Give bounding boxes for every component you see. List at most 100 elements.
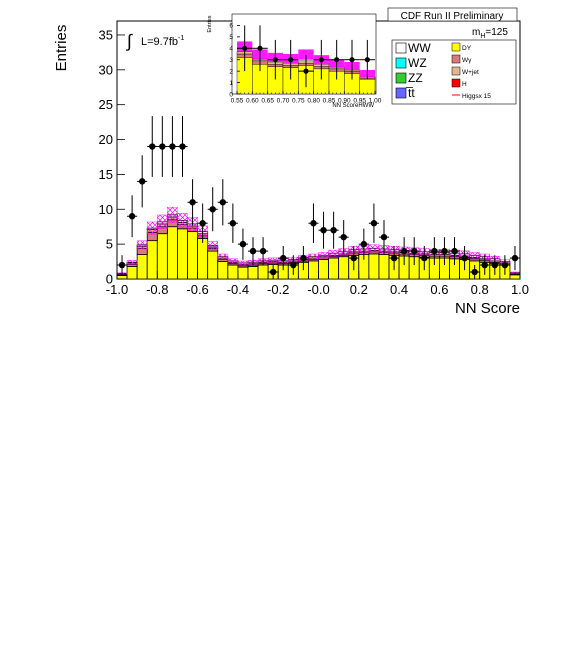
main-band-39 <box>509 271 521 274</box>
main-band-5 <box>167 206 178 223</box>
main-bar-DY-11 <box>227 264 239 280</box>
main-marker <box>290 261 297 269</box>
main-data-point <box>449 237 460 266</box>
main-data-point <box>429 237 440 266</box>
main-bar-DY-5 <box>166 226 178 280</box>
inset-data-point <box>252 25 268 72</box>
inset-marker <box>334 57 340 63</box>
legend-label: H <box>462 81 467 88</box>
inset-data-point <box>359 39 375 80</box>
main-data-point <box>187 179 198 226</box>
inset-data-point <box>329 39 345 80</box>
main-data-point <box>489 255 500 275</box>
inset-axes: 0.55 0.60 0.65 0.70 0.75 0.80 0.85 0.90 0.95 1.00… <box>229 23 381 105</box>
inset-data-point <box>298 54 314 88</box>
main-data-point <box>459 246 470 271</box>
main-band-9 <box>207 241 218 250</box>
main-bar-DY-10 <box>217 261 229 280</box>
main-x-tick-label: 1.0 <box>511 282 529 297</box>
main-data-point <box>117 255 128 275</box>
main-bar-Wγ-2 <box>136 247 148 255</box>
inset-y-tick-label: 0 <box>229 91 233 98</box>
main-band-2 <box>136 240 148 250</box>
main-x-tick-label: -0.0 <box>307 282 329 297</box>
main-bar-DY-9 <box>207 250 219 280</box>
main-data-point <box>368 203 379 243</box>
main-bar-DY-0 <box>116 275 128 280</box>
x-axis-label: NN Score <box>455 300 520 317</box>
main-data-point <box>268 265 279 279</box>
inset-y-axis-label: Entries <box>207 15 213 32</box>
main-data-point <box>127 195 138 238</box>
main-bar-DY-19 <box>308 260 319 280</box>
inset-marker <box>318 57 324 63</box>
main-marker <box>411 247 418 255</box>
main-bar-DY-2 <box>136 254 148 280</box>
main-band-11 <box>227 258 239 264</box>
main-y-tick-label: 35 <box>99 27 113 42</box>
main-marker <box>350 254 357 262</box>
main-bar-DY-21 <box>328 257 340 280</box>
main-band-25 <box>368 244 380 253</box>
main-marker <box>511 254 519 262</box>
main-bar-DY-14 <box>257 264 269 280</box>
y-axis-label: Entries <box>53 25 70 72</box>
main-data-point <box>288 255 299 275</box>
inset-y-tick-label: 4 <box>229 46 233 53</box>
main-y-tick-label: 25 <box>99 97 113 112</box>
main-marker <box>269 268 277 276</box>
main-marker <box>481 261 488 269</box>
inset-y-tick-label: 2 <box>229 68 233 75</box>
inset-marker <box>288 57 294 63</box>
main-data-point <box>399 237 410 266</box>
main-data-point <box>358 228 369 260</box>
inset-marker <box>349 57 355 63</box>
inset-marker <box>272 57 278 63</box>
inset-x-axis-label: NN ScoreHWW <box>332 103 374 109</box>
inset-data-point <box>344 39 360 80</box>
main-marker <box>491 261 499 269</box>
main-data-points <box>117 116 520 279</box>
main-bar-DY-6 <box>177 228 188 280</box>
main-marker <box>501 261 509 269</box>
main-band-12 <box>237 260 249 266</box>
main-marker <box>471 268 478 276</box>
legend-swatch-Wγ <box>451 54 461 64</box>
main-marker <box>179 143 186 150</box>
inset-x-tick-label: 1.00 <box>369 98 382 105</box>
main-marker <box>239 240 247 248</box>
legend-swatch-WW <box>395 42 407 54</box>
main-data-point <box>499 255 510 275</box>
main-data-point <box>338 220 349 255</box>
inset-x-tick-label: 0.80 <box>307 98 320 105</box>
main-marker <box>280 254 287 262</box>
main-band-20 <box>318 252 329 259</box>
inset-x-tick-label: 0.90 <box>338 98 351 105</box>
main-marker <box>370 220 378 227</box>
main-x-tick-label: -0.2 <box>267 282 289 297</box>
main-bar-DY-13 <box>247 266 259 280</box>
main-data-point <box>167 116 178 177</box>
main-y-tick-label: 0 <box>106 272 113 287</box>
inset-y-tick-label: 1 <box>229 80 233 87</box>
main-marker <box>118 261 126 269</box>
inset-marker <box>364 57 370 63</box>
legend-swatch-t̅t <box>395 87 407 99</box>
main-y-tick-label: 5 <box>106 237 113 252</box>
main-y-tick-label: 30 <box>99 62 113 77</box>
main-x-tick-label: 0.2 <box>350 282 368 297</box>
main-marker <box>461 254 468 262</box>
main-x-tick-label: -0.6 <box>186 282 208 297</box>
inset-data-point <box>237 25 253 72</box>
main-marker <box>199 220 206 227</box>
main-data-point <box>509 246 520 271</box>
main-y-tick-label: 15 <box>99 167 113 182</box>
main-bar-DY-39 <box>509 274 521 280</box>
main-data-point <box>298 246 309 271</box>
inset-x-tick-label: 0.70 <box>277 98 290 105</box>
legend-label: W+jet <box>462 69 479 76</box>
legend-swatch-H <box>451 78 461 88</box>
main-marker <box>300 254 307 262</box>
main-data-point <box>217 179 228 226</box>
inset-x-tick-label: 0.75 <box>292 98 305 105</box>
